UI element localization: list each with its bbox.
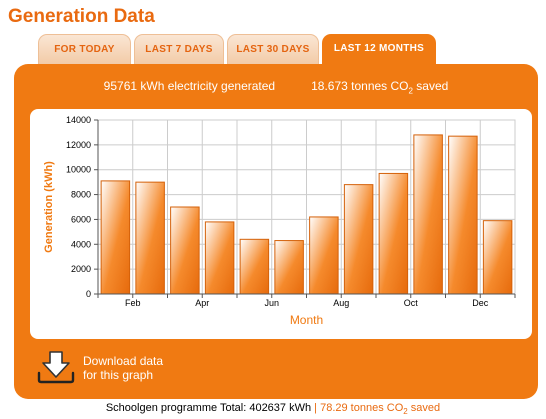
- x-tick-label: Oct: [404, 298, 419, 308]
- chart-panel: 95761 kWh electricity generated 18.673 to…: [14, 64, 538, 399]
- bar: [135, 181, 165, 295]
- y-tick-label: 10000: [66, 165, 91, 175]
- x-tick-label: Apr: [195, 298, 209, 308]
- download-arrow-icon: [37, 351, 75, 384]
- bar: [378, 172, 409, 295]
- y-axis-label: Generation (kWh): [43, 161, 55, 253]
- programme-total: Schoolgen programme Total: 402637 kWh: [105, 402, 312, 414]
- bar: [309, 216, 339, 295]
- tab-last-7-days[interactable]: LAST 7 DAYS: [134, 34, 224, 66]
- bar: [448, 135, 478, 295]
- programme-co2-saved: 78.29 tonnes CO2 saved: [320, 402, 441, 417]
- bar: [413, 134, 443, 295]
- bar: [100, 180, 131, 295]
- x-tick-label: Feb: [125, 298, 141, 308]
- page-title: Generation Data: [8, 6, 155, 27]
- x-tick-label: Jun: [264, 298, 279, 308]
- x-tick-label: Aug: [333, 298, 349, 308]
- x-axis-label: Month: [290, 313, 323, 327]
- bar: [239, 238, 270, 295]
- y-tick-label: 8000: [71, 190, 91, 200]
- download-data-link[interactable]: Download data for this graph: [36, 351, 216, 385]
- bar: [204, 221, 235, 295]
- co2-saved: 18.673 tonnes CO2 saved: [311, 79, 449, 96]
- y-tick-label: 4000: [71, 239, 91, 249]
- tab-last-12-months[interactable]: LAST 12 MONTHS: [322, 34, 436, 66]
- y-tick-label: 12000: [66, 140, 91, 150]
- download-label: Download data for this graph: [83, 354, 164, 382]
- bar: [343, 184, 374, 295]
- tab-for-today[interactable]: FOR TODAY: [38, 34, 131, 66]
- y-tick-label: 14000: [66, 115, 91, 125]
- bar: [482, 220, 513, 295]
- bar: [274, 240, 304, 295]
- y-tick-label: 0: [86, 289, 91, 299]
- y-tick-label: 6000: [71, 214, 91, 224]
- tab-last-30-days[interactable]: LAST 30 DAYS: [227, 34, 319, 66]
- x-tick-label: Dec: [472, 298, 489, 308]
- generation-bar-chart: 0 2000 4000 6000 8000 10000 12000 14000 Feb Apr Ju…: [43, 115, 516, 327]
- electricity-generated: 95761 kWh electricity generated: [103, 79, 276, 93]
- bar: [170, 206, 200, 295]
- programme-total-footer: Schoolgen programme Total: 402637 kWh | …: [105, 402, 441, 417]
- y-tick-label: 2000: [71, 264, 91, 274]
- summary-line: 95761 kWh electricity generated 18.673 to…: [14, 79, 538, 95]
- chart-area: 0 2000 4000 6000 8000 10000 12000 14000 Feb Apr Ju…: [30, 109, 532, 339]
